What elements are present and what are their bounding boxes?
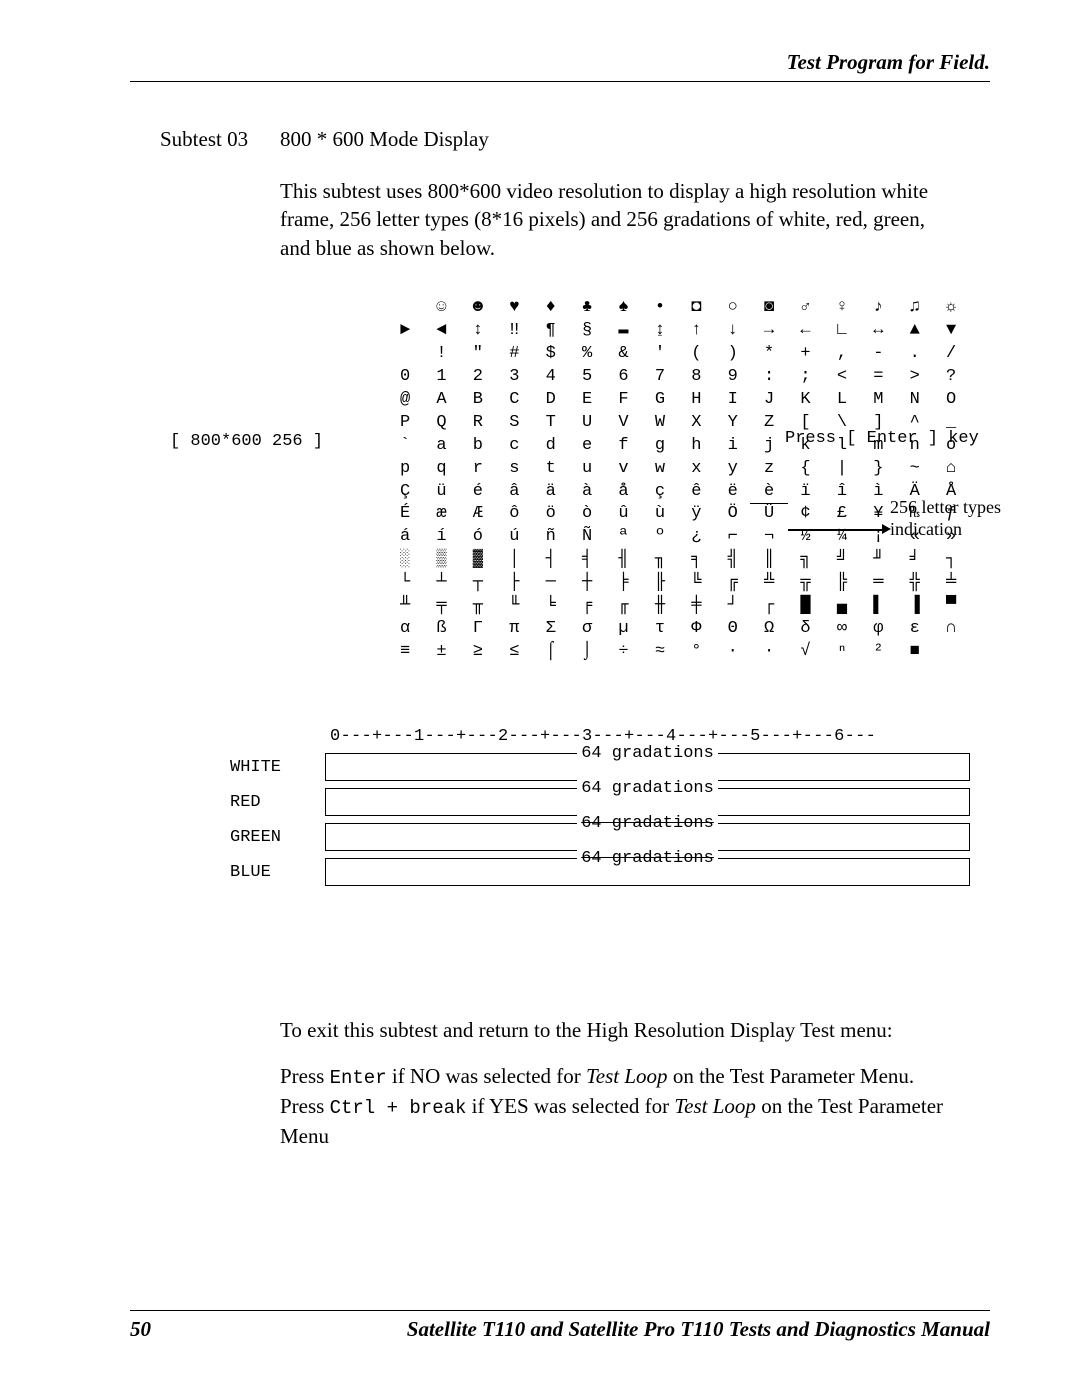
page-number: 50 [130, 1317, 151, 1342]
gradation-box-label: 64 gradations [577, 814, 718, 833]
txt: Press [280, 1094, 330, 1118]
intro-text: This subtest uses 800*600 video resoluti… [280, 179, 928, 260]
content-area: Subtest 03 800 * 600 Mode Display This s… [130, 127, 1000, 262]
exit-instructions: To exit this subtest and return to the H… [280, 1016, 960, 1150]
header-title: Test Program for Field. [787, 50, 990, 74]
gradation-box: 64 gradations [325, 858, 970, 886]
gradation-box-label: 64 gradations [577, 849, 718, 868]
subtest-heading: Subtest 03 800 * 600 Mode Display [160, 127, 1000, 152]
subtest-number: Subtest 03 [160, 127, 280, 152]
gradation-box: 64 gradations [325, 753, 970, 781]
footer-title: Satellite T110 and Satellite Pro T110 Te… [407, 1317, 990, 1342]
callout-line2: indication [890, 519, 962, 540]
callout-line1: 256 letter types [890, 497, 1001, 518]
gradation-row: GREEN64 gradations [210, 823, 1000, 851]
gradation-label: GREEN [210, 828, 325, 847]
page-footer: 50 Satellite T110 and Satellite Pro T110… [130, 1310, 990, 1342]
gradation-row: BLUE64 gradations [210, 858, 1000, 886]
subtest-title: 800 * 600 Mode Display [280, 127, 489, 152]
exit-line2: Press Enter if NO was selected for Test … [280, 1062, 960, 1150]
mode-label: [ 800*600 256 ] [170, 432, 323, 451]
gradation-box-label: 64 gradations [577, 744, 718, 763]
gradation-diagram: 0---+---1---+---2---+---3---+---4---+---… [210, 727, 1000, 886]
page-header: Test Program for Field. [130, 50, 990, 82]
arrow-line [788, 529, 886, 531]
key-enter: Enter [330, 1067, 387, 1089]
gradation-label: WHITE [210, 758, 325, 777]
test-loop-italic: Test Loop [674, 1094, 756, 1118]
txt: Press [280, 1064, 330, 1088]
test-loop-italic: Test Loop [586, 1064, 668, 1088]
connector-line [750, 503, 788, 504]
gradation-row: RED64 gradations [210, 788, 1000, 816]
txt: on the Test Parameter Menu. [668, 1064, 915, 1088]
txt: if NO was selected for [387, 1064, 586, 1088]
intro-paragraph: This subtest uses 800*600 video resoluti… [280, 177, 950, 262]
exit-line1: To exit this subtest and return to the H… [280, 1016, 960, 1044]
gradation-box: 64 gradations [325, 823, 970, 851]
gradation-box: 64 gradations [325, 788, 970, 816]
key-ctrl-break: Ctrl + break [330, 1097, 467, 1119]
gradation-label: BLUE [210, 863, 325, 882]
gradation-row: WHITE64 gradations [210, 753, 1000, 781]
gradation-label: RED [210, 793, 325, 812]
character-grid: ☺ ☻ ♥ ♦ ♣ ♠ • ◘ ○ ◙ ♂ ♀ ♪ ♫ ☼ ► ◄ ↕ ‼ ¶ … [400, 297, 964, 664]
gradation-box-label: 64 gradations [577, 779, 718, 798]
press-enter-label: Press [ Enter ] key [785, 429, 979, 448]
txt: if YES was selected for [466, 1094, 674, 1118]
